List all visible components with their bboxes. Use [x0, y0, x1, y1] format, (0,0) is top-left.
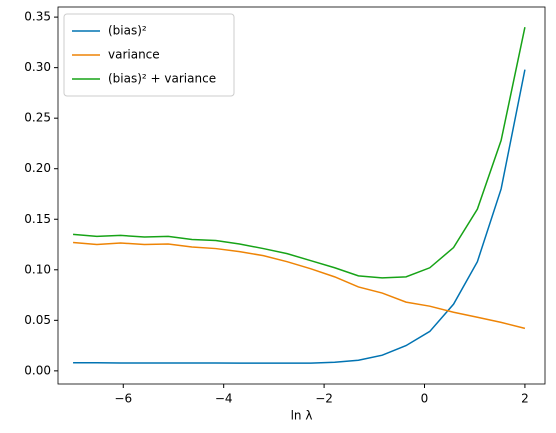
y-tick-label: 0.35: [24, 10, 51, 24]
y-tick-label: 0.15: [24, 212, 51, 226]
y-tick-label: 0.05: [24, 313, 51, 327]
x-axis-label: ln λ: [291, 409, 313, 423]
legend-label: (bias)² + variance: [108, 72, 216, 86]
y-tick-label: 0.00: [24, 363, 51, 377]
legend-box: [63, 13, 235, 97]
plot-frame: [57, 6, 546, 385]
y-tick-label: 0.20: [24, 161, 51, 175]
y-tick-label: 0.25: [24, 111, 51, 125]
legend-label: (bias)²: [108, 24, 147, 38]
line-series: [72, 27, 526, 279]
x-tick-label: −4: [215, 392, 233, 406]
line-series: [73, 69, 526, 364]
legend-label: variance: [108, 48, 160, 62]
line-series: [72, 241, 526, 330]
y-tick-label: 0.30: [24, 60, 51, 74]
y-tick-label: 0.10: [24, 262, 51, 276]
x-tick-label: −6: [114, 392, 132, 406]
x-tick-label: 2: [521, 392, 529, 406]
x-tick-label: 0: [421, 392, 429, 406]
x-tick-label: −2: [315, 392, 333, 406]
